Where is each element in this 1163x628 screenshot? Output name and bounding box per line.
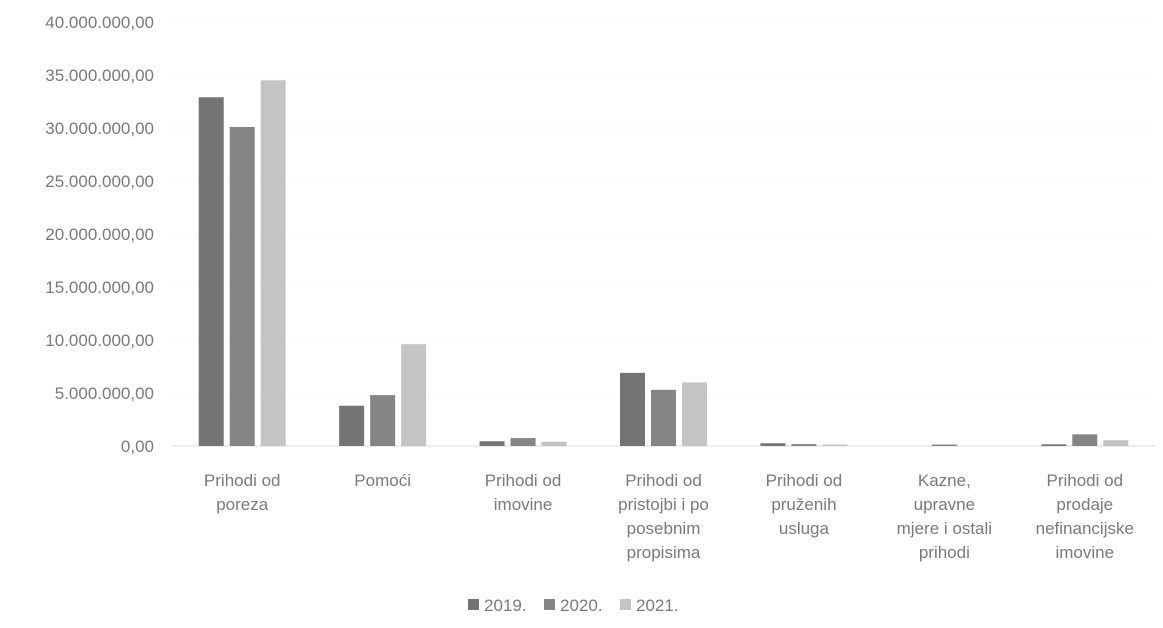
bar: [822, 444, 848, 446]
x-category-label: Prihodi od poreza: [204, 471, 281, 514]
bar: [1041, 444, 1067, 446]
bar: [682, 382, 707, 446]
y-tick-label: 30.000.000,00: [45, 119, 154, 138]
y-axis-ticks: 0,00 5.000.000,00 10.000.000,00 15.000.000,…: [45, 13, 154, 456]
bar: [260, 80, 286, 447]
x-axis-categories: Prihodi od poreza Pomoći Prihodi od imovine P…: [204, 471, 1134, 562]
bar: [791, 444, 817, 446]
y-tick-label: 5.000.000,00: [55, 384, 154, 403]
bar: [541, 441, 567, 446]
legend-label: 2021.: [636, 596, 679, 615]
bars: [198, 80, 1129, 447]
x-category-label: Prihodi od pristojbi i po posebnim propisim…: [618, 471, 709, 562]
y-tick-label: 20.000.000,00: [45, 225, 154, 244]
y-tick-label: 35.000.000,00: [45, 66, 154, 85]
bar: [931, 444, 957, 446]
x-category-label: Pomoći: [354, 471, 411, 490]
bar: [479, 441, 505, 446]
x-category-label: Kazne, upravne mjere i ostali prihodi: [897, 471, 992, 562]
bar: [510, 438, 536, 446]
x-category-label: Prihodi od imovine: [485, 471, 562, 514]
bar: [1103, 440, 1129, 446]
gridlines: [172, 21, 1155, 447]
y-tick-label: 40.000.000,00: [45, 13, 154, 32]
y-tick-label: 0,00: [121, 437, 154, 456]
bar: [651, 389, 676, 446]
legend-label: 2020.: [560, 596, 603, 615]
bar: [229, 126, 255, 446]
bar: [339, 405, 365, 446]
legend-swatch: [544, 599, 555, 610]
legend-swatch: [620, 599, 631, 610]
y-tick-label: 10.000.000,00: [45, 331, 154, 350]
bar: [198, 97, 224, 446]
bar: [370, 395, 396, 446]
legend-label: 2019.: [484, 596, 527, 615]
x-category-label: Prihodi od prodaje nefinancijske imovine: [1036, 471, 1134, 562]
bar: [401, 344, 427, 446]
y-tick-label: 15.000.000,00: [45, 278, 154, 297]
bar: [1072, 434, 1098, 446]
legend-swatch: [468, 599, 479, 610]
bar: [760, 443, 786, 446]
y-tick-label: 25.000.000,00: [45, 172, 154, 191]
bar: [620, 372, 645, 446]
legend: 2019. 2020. 2021.: [468, 596, 679, 615]
x-category-label: Prihodi od pruženih usluga: [766, 471, 843, 538]
